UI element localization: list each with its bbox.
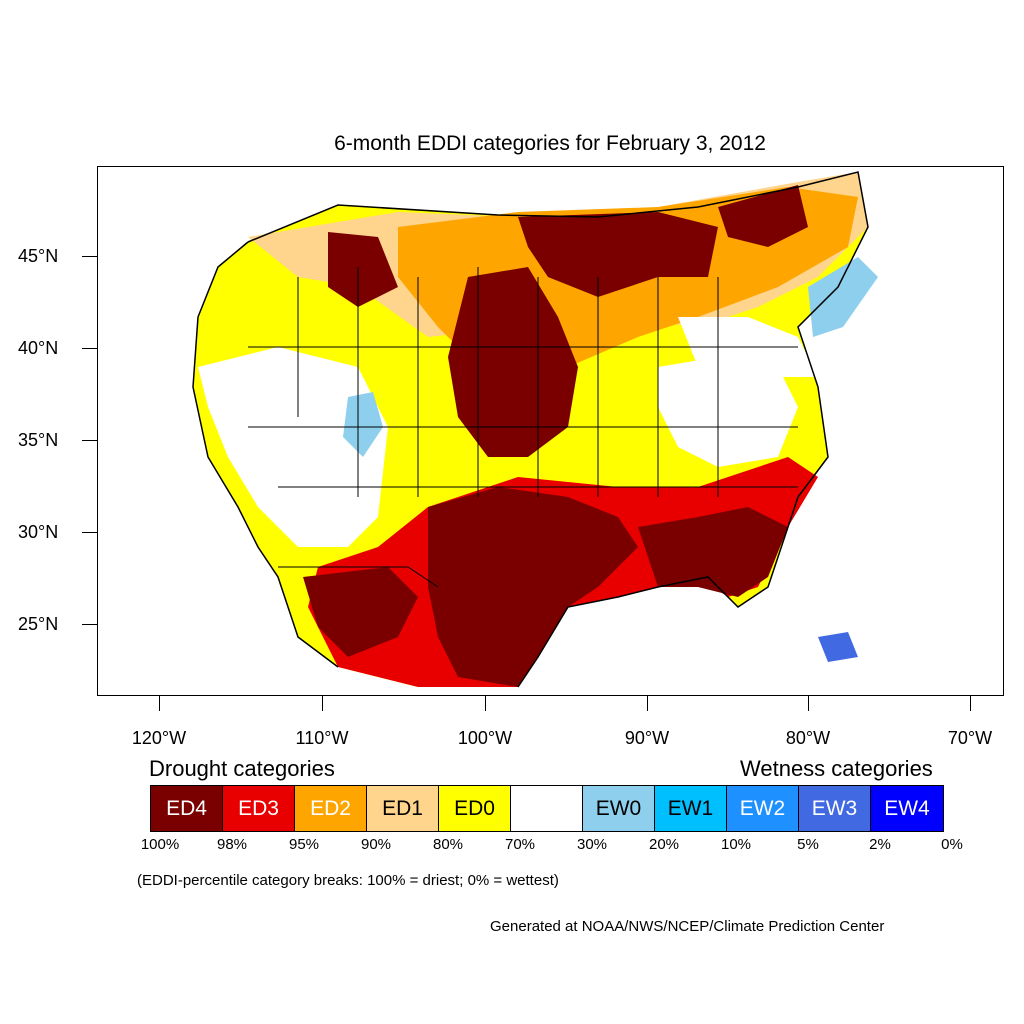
percent-break-label: 100% (140, 836, 180, 853)
percent-break-label: 5% (797, 836, 819, 853)
percent-break-label: 90% (360, 836, 392, 853)
legend-swatch-ew0: EW0 (583, 786, 655, 831)
percent-break-label: 30% (576, 836, 608, 853)
lon-label-120: 120°W (131, 728, 187, 748)
lat-label-45: 45°N (18, 246, 59, 266)
ed4-plains (448, 267, 578, 457)
west-coast (192, 241, 339, 668)
percent-break-label: 20% (648, 836, 680, 853)
lon-tick (159, 696, 160, 711)
lon-tick (808, 696, 809, 711)
lon-label-100: 100°W (457, 728, 513, 748)
legend-swatch-ed4: ED4 (151, 786, 223, 831)
lon-label-70: 70°W (947, 728, 993, 748)
legend-swatch-ed2: ED2 (295, 786, 367, 831)
lon-tick (322, 696, 323, 711)
credit-line: Generated at NOAA/NWS/NCEP/Climate Predi… (490, 918, 885, 935)
neutral-east (658, 357, 798, 467)
ed4-texas (428, 487, 638, 687)
percent-break-label: 10% (720, 836, 752, 853)
percent-break-label: 2% (869, 836, 891, 853)
legend-swatch-ed1: ED1 (367, 786, 439, 831)
legend-swatch-neutral (511, 786, 583, 831)
state-lines (248, 267, 798, 497)
lon-label-80: 80°W (785, 728, 831, 748)
lat-label-30: 30°N (18, 522, 59, 542)
breaks-note: (EDDI-percentile category breaks: 100% =… (137, 872, 559, 889)
lon-tick (970, 696, 971, 711)
lat-label-25: 25°N (18, 614, 59, 634)
boundaries (192, 171, 869, 688)
ed4-northeast (718, 185, 808, 247)
percent-break-label: 98% (216, 836, 248, 853)
legend-swatch-ed3: ED3 (223, 786, 295, 831)
legend-swatch-ed0: ED0 (439, 786, 511, 831)
percent-break-label: 80% (432, 836, 464, 853)
percent-break-label: 70% (504, 836, 536, 853)
percent-break-label: 95% (288, 836, 320, 853)
ed4-montana (328, 232, 398, 307)
ew-caribbean (818, 632, 858, 662)
legend-swatch-ew3: EW3 (799, 786, 871, 831)
lat-tick (82, 624, 97, 625)
lon-label-90: 90°W (624, 728, 670, 748)
ew-utah (343, 392, 383, 457)
lon-tick (647, 696, 648, 711)
map-shading (193, 172, 878, 687)
ed4-north (518, 212, 718, 297)
us-outline (247, 171, 869, 688)
eddi-map (192, 171, 878, 688)
percent-break-label: 0% (941, 836, 963, 853)
lat-tick (82, 256, 97, 257)
lat-label-35: 35°N (18, 430, 59, 450)
lat-tick (82, 532, 97, 533)
us-mexico-border (278, 566, 439, 588)
ed4-southeast (638, 507, 788, 597)
lat-tick (82, 440, 97, 441)
map-panel (97, 166, 1004, 696)
category-legend: ED4 ED3 ED2 ED1 ED0 EW0 EW1 EW2 EW3 EW4 (150, 785, 944, 832)
legend-swatch-ew4: EW4 (871, 786, 943, 831)
lon-label-110: 110°W (295, 728, 349, 748)
wetness-heading: Wetness categories (740, 756, 933, 781)
lat-tick (82, 348, 97, 349)
drought-heading: Drought categories (149, 756, 335, 781)
lat-label-40: 40°N (18, 338, 59, 358)
neutral-west (198, 347, 388, 547)
legend-swatch-ew1: EW1 (655, 786, 727, 831)
lon-tick (485, 696, 486, 711)
map-title: 6-month EDDI categories for February 3, … (334, 132, 766, 155)
ew-northeast (808, 257, 878, 337)
ed4-mexico (303, 567, 418, 657)
legend-swatch-ew2: EW2 (727, 786, 799, 831)
